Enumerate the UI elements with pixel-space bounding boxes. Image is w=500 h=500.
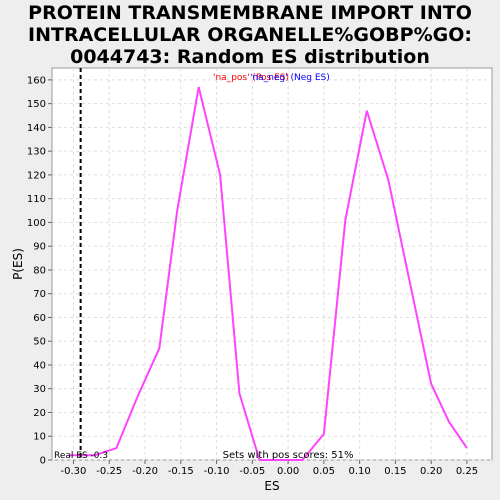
grid-lines <box>52 68 492 461</box>
pos-scores-annotation: Sets with pos scores: 51% <box>223 450 354 461</box>
y-tick-label: 120 <box>27 170 46 181</box>
x-tick-label: 0.05 <box>313 466 335 477</box>
y-tick-label: 60 <box>33 313 46 324</box>
y-tick-label: 140 <box>27 123 46 134</box>
chart-title-line-2: INTRACELLULAR ORGANELLE%GOBP%GO: <box>28 24 472 46</box>
real-es-label: Real ES -0.3 <box>54 451 108 461</box>
y-tick-label: 50 <box>33 337 46 348</box>
y-axis-label: P(ES) <box>11 248 25 280</box>
x-tick-label: 0.25 <box>456 466 478 477</box>
legend-item-neg: 'na_neg' (Neg ES) <box>250 73 330 83</box>
y-tick-label: 40 <box>33 360 46 371</box>
y-tick-label: 90 <box>33 242 46 253</box>
y-tick-label: 10 <box>33 432 46 443</box>
chart-title-line-1: PROTEIN TRANSMEMBRANE IMPORT INTO <box>28 2 472 24</box>
es-distribution-line <box>69 86 468 461</box>
x-tick-label: 0.20 <box>420 466 442 477</box>
y-tick-label: 0 <box>40 456 46 467</box>
y-tick-label: 150 <box>27 99 46 110</box>
x-tick-label: -0.30 <box>61 466 87 477</box>
x-tick-label: -0.20 <box>132 466 158 477</box>
y-tick-label: 130 <box>27 147 46 158</box>
x-tick-label: 0.00 <box>277 466 299 477</box>
x-tick-label: 0.15 <box>384 466 406 477</box>
series-layer <box>69 86 468 461</box>
y-tick-label: 30 <box>33 384 46 395</box>
x-tick-label: 0.10 <box>349 466 371 477</box>
legend-item-pos: 'na_pos' (Pos ES) <box>213 73 289 83</box>
y-tick-label: 70 <box>33 289 46 300</box>
x-tick-label: -0.15 <box>168 466 194 477</box>
plot-area <box>51 67 493 461</box>
x-axis-label: ES <box>264 479 279 493</box>
y-tick-label: 110 <box>27 194 46 205</box>
x-tick-label: -0.25 <box>96 466 122 477</box>
y-tick-label: 80 <box>33 265 46 276</box>
y-tick-label: 160 <box>27 75 46 86</box>
x-axis: -0.30 -0.25 -0.20 -0.15 -0.10 -0.05 0.00 0.05 0.… <box>61 460 478 477</box>
chart-title-line-3: 0044743: Random ES distribution <box>70 46 430 68</box>
x-tick-label: -0.10 <box>204 466 230 477</box>
x-tick-label: -0.05 <box>239 466 265 477</box>
y-axis: 0 10 20 30 40 50 60 70 80 90 100 110 120 130 140 150 160 <box>27 75 52 467</box>
y-tick-label: 100 <box>27 218 46 229</box>
y-tick-label: 20 <box>33 408 46 419</box>
